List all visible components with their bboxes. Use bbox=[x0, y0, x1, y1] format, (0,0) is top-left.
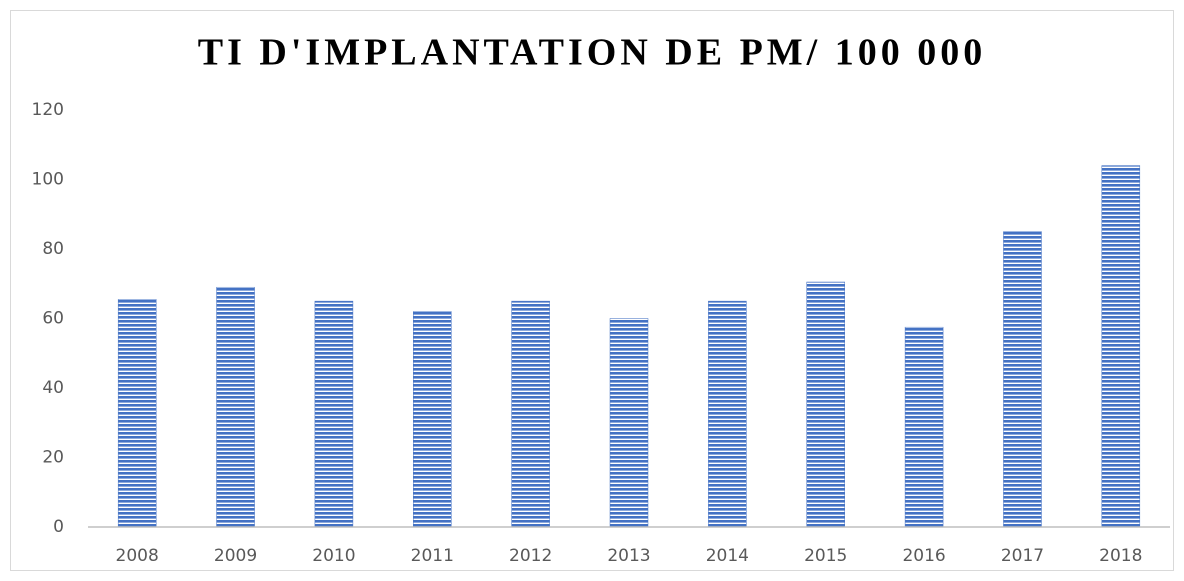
bar bbox=[806, 281, 845, 528]
y-tick-label: 100 bbox=[32, 170, 64, 190]
bar bbox=[1101, 165, 1141, 528]
x-tick-label: 2011 bbox=[411, 546, 454, 566]
chart-border bbox=[10, 10, 1174, 571]
bar bbox=[314, 300, 354, 528]
bar bbox=[117, 299, 157, 528]
x-tick-label: 2010 bbox=[312, 546, 355, 566]
bar bbox=[609, 318, 649, 528]
bar bbox=[1003, 231, 1042, 528]
bar bbox=[413, 311, 452, 528]
x-tick-label: 2014 bbox=[706, 546, 749, 566]
bar bbox=[511, 300, 550, 528]
x-tick-label: 2009 bbox=[214, 546, 257, 566]
y-tick-label: 120 bbox=[32, 100, 64, 120]
y-tick-label: 40 bbox=[42, 378, 64, 398]
x-tick-label: 2008 bbox=[116, 546, 159, 566]
x-tick-label: 2016 bbox=[902, 546, 945, 566]
x-tick-label: 2017 bbox=[1001, 546, 1044, 566]
x-tick-label: 2018 bbox=[1099, 546, 1142, 566]
y-tick-label: 0 bbox=[53, 517, 64, 537]
bar bbox=[216, 286, 255, 528]
y-tick-label: 60 bbox=[42, 309, 64, 329]
y-tick-label: 20 bbox=[42, 448, 64, 468]
x-tick-label: 2012 bbox=[509, 546, 552, 566]
bar bbox=[708, 300, 747, 528]
bar bbox=[904, 326, 944, 528]
x-tick-label: 2013 bbox=[607, 546, 650, 566]
y-tick-label: 80 bbox=[42, 239, 64, 259]
chart-title: TI D'IMPLANTATION DE PM/ 100 000 bbox=[198, 32, 986, 74]
x-tick-label: 2015 bbox=[804, 546, 847, 566]
